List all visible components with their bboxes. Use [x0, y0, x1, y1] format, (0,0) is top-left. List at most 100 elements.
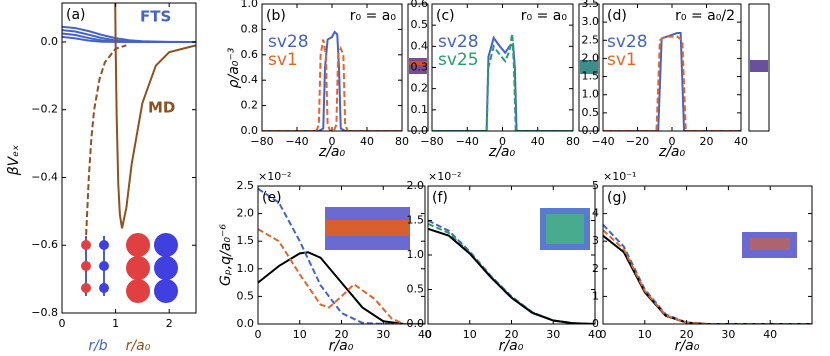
- x-tick-label: 0: [425, 328, 432, 341]
- y-tick-label: 0.4: [241, 73, 259, 86]
- y-tick-label: 0.0: [241, 124, 259, 137]
- x-tick-label: 1: [112, 317, 119, 330]
- plot-frame: [602, 185, 813, 325]
- data-line: [258, 251, 425, 324]
- x-tick-label: 80: [566, 135, 580, 148]
- y-tick-label: −0.8: [31, 306, 58, 319]
- x-tick-label: −40: [456, 135, 479, 148]
- x-axis-label: z/a₀: [658, 144, 686, 160]
- x-tick-label: 40: [418, 328, 432, 341]
- y-tick-label: 0.0: [411, 124, 429, 137]
- x-tick-label: 10: [463, 328, 477, 341]
- x-tick-label: 0: [59, 317, 66, 330]
- y-axis-label: ρ/a₀⁻³: [226, 47, 242, 88]
- y-tick-label: 0.4: [411, 39, 429, 52]
- legend-label: sv28: [268, 32, 309, 52]
- annotation: r₀ = a₀: [521, 8, 568, 24]
- x-tick-label: 20: [505, 328, 519, 341]
- annotation: (d): [607, 8, 627, 24]
- y-tick-label: −0.2: [31, 103, 58, 116]
- x-tick-label: 40: [360, 135, 374, 148]
- axis-multiplier: ×10⁻¹: [603, 170, 636, 183]
- y-tick-label: 3: [592, 234, 599, 247]
- axis-multiplier: ×10⁻²: [258, 170, 291, 183]
- data-line: [432, 33, 573, 131]
- x-tick-label: 40: [588, 328, 602, 341]
- legend-label: sv1: [268, 50, 298, 70]
- data-line: [258, 228, 425, 324]
- data-line: [603, 35, 741, 131]
- x-tick-label: 0: [600, 328, 607, 341]
- x-tick-label: −40: [285, 135, 308, 148]
- x-tick-label: −80: [250, 135, 273, 148]
- y-tick-label: 2.5: [582, 33, 600, 46]
- y-tick-label: 0.2: [241, 99, 259, 112]
- x-tick-label: 30: [721, 328, 735, 341]
- strip-band: [409, 61, 427, 65]
- x-tick-label: 80: [395, 135, 409, 148]
- strip-band: [580, 60, 598, 74]
- data-line: [262, 30, 402, 131]
- annotation: (a): [66, 7, 86, 23]
- legend-label: sv1: [607, 50, 637, 70]
- x-tick-label: −40: [591, 135, 614, 148]
- y-tick-label: 0.0: [237, 317, 255, 330]
- x-tick-label: 40: [531, 135, 545, 148]
- y-tick-label: 1.0: [237, 262, 255, 275]
- x-tick-label: 2: [166, 317, 173, 330]
- y-tick-label: 0: [592, 317, 599, 330]
- y-tick-label: 0.5: [582, 106, 600, 119]
- y-tick-label: 1.5: [582, 70, 600, 83]
- snapshot-insets: [325, 207, 797, 258]
- x-tick-label: 10: [293, 328, 307, 341]
- plot-area: [428, 219, 595, 324]
- y-axis-label: βVₑₓ: [6, 145, 22, 177]
- y-tick-label: 0.0: [582, 124, 600, 137]
- y-tick-label: 0.5: [237, 289, 255, 302]
- x-tick-label: 0: [255, 328, 262, 341]
- axis-multiplier: ×10⁻²: [428, 170, 461, 183]
- x-axis-label: r/b: [88, 338, 107, 354]
- x-tick-label: 30: [546, 328, 560, 341]
- side-strips: [407, 3, 770, 132]
- x-tick-label: 0: [669, 135, 676, 148]
- plot-area: [62, 3, 196, 236]
- y-tick-label: 1: [592, 289, 599, 302]
- x-tick-label: 20: [335, 328, 349, 341]
- y-axis-label: Gₚ,q/a₀⁻⁶: [218, 224, 234, 286]
- y-tick-label: 1.5: [407, 214, 425, 227]
- y-tick-label: 0.1: [411, 103, 429, 116]
- x-axis-label: z/a₀: [488, 144, 516, 160]
- x-axis-label: r/a₀: [329, 338, 354, 354]
- x-tick-label: 0: [499, 135, 506, 148]
- y-tick-label: 3.5: [582, 0, 600, 10]
- bead-illustration: [81, 233, 178, 303]
- y-tick-label: 2: [592, 262, 599, 275]
- plot-frame: [257, 185, 426, 325]
- data-line: [114, 3, 196, 229]
- legend-label: sv25: [438, 50, 479, 70]
- y-tick-label: 0.0: [407, 317, 425, 330]
- y-tick-label: 0.6: [241, 48, 259, 61]
- y-tick-label: 0.3: [411, 61, 429, 74]
- annotation: (e): [262, 190, 282, 206]
- y-tick-label: 1.0: [407, 248, 425, 261]
- strip-band: [750, 60, 768, 72]
- data-line: [603, 229, 812, 324]
- plot-frame: [427, 185, 596, 325]
- y-tick-label: 2.5: [237, 179, 255, 192]
- y-tick-label: 1.0: [582, 88, 600, 101]
- legend-label: sv28: [607, 32, 648, 52]
- annotation: (f): [432, 190, 448, 206]
- annotation: r₀ = a₀: [350, 8, 397, 24]
- x-tick-label: −20: [626, 135, 649, 148]
- plot-area: [603, 223, 812, 324]
- plot-area: [432, 33, 573, 131]
- y-tick-label: 0.6: [411, 0, 429, 10]
- y-tick-label: 2.0: [237, 207, 255, 220]
- y-tick-label: 2.0: [407, 179, 425, 192]
- x-tick-label: 10: [638, 328, 652, 341]
- y-tick-label: 0.0: [41, 35, 59, 48]
- plot-area: [262, 30, 402, 131]
